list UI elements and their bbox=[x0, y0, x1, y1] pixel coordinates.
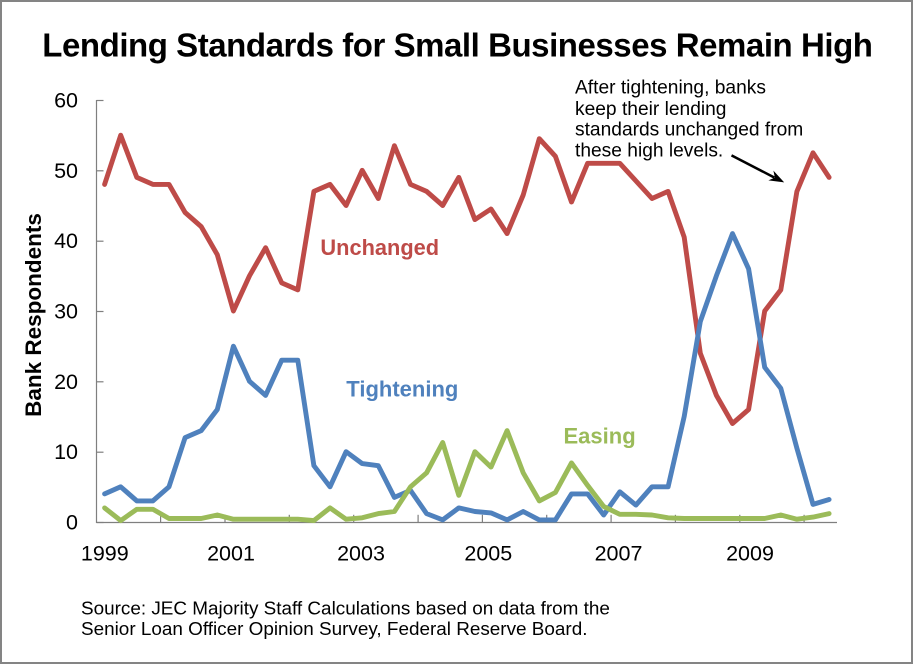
svg-text:Source: JEC Majority Staff Cal: Source: JEC Majority Staff Calculations … bbox=[81, 599, 610, 620]
svg-text:2001: 2001 bbox=[207, 542, 255, 566]
svg-text:these high levels.: these high levels. bbox=[575, 140, 723, 161]
svg-text:60: 60 bbox=[54, 89, 78, 113]
svg-text:50: 50 bbox=[54, 159, 78, 183]
svg-text:40: 40 bbox=[54, 229, 78, 253]
svg-text:0: 0 bbox=[66, 511, 78, 535]
svg-text:2003: 2003 bbox=[337, 542, 385, 566]
svg-text:After tightening, banks: After tightening, banks bbox=[575, 78, 766, 99]
svg-text:2007: 2007 bbox=[595, 542, 643, 566]
svg-text:Unchanged: Unchanged bbox=[320, 235, 439, 260]
svg-text:2005: 2005 bbox=[464, 542, 512, 566]
svg-text:Tightening: Tightening bbox=[346, 377, 458, 402]
svg-text:Easing: Easing bbox=[564, 424, 636, 449]
svg-text:Senior Loan Officer Opinion Su: Senior Loan Officer Opinion Survey, Fede… bbox=[81, 619, 587, 640]
svg-text:Lending Standards for Small Bu: Lending Standards for Small Businesses R… bbox=[42, 27, 872, 64]
svg-text:30: 30 bbox=[54, 300, 78, 324]
svg-text:1999: 1999 bbox=[81, 542, 129, 566]
svg-text:Bank Respondents: Bank Respondents bbox=[21, 213, 46, 417]
svg-text:20: 20 bbox=[54, 370, 78, 394]
svg-text:2009: 2009 bbox=[726, 542, 774, 566]
svg-text:keep their lending: keep their lending bbox=[575, 99, 726, 120]
svg-text:10: 10 bbox=[54, 440, 78, 464]
svg-text:standards unchanged from: standards unchanged from bbox=[575, 119, 803, 140]
